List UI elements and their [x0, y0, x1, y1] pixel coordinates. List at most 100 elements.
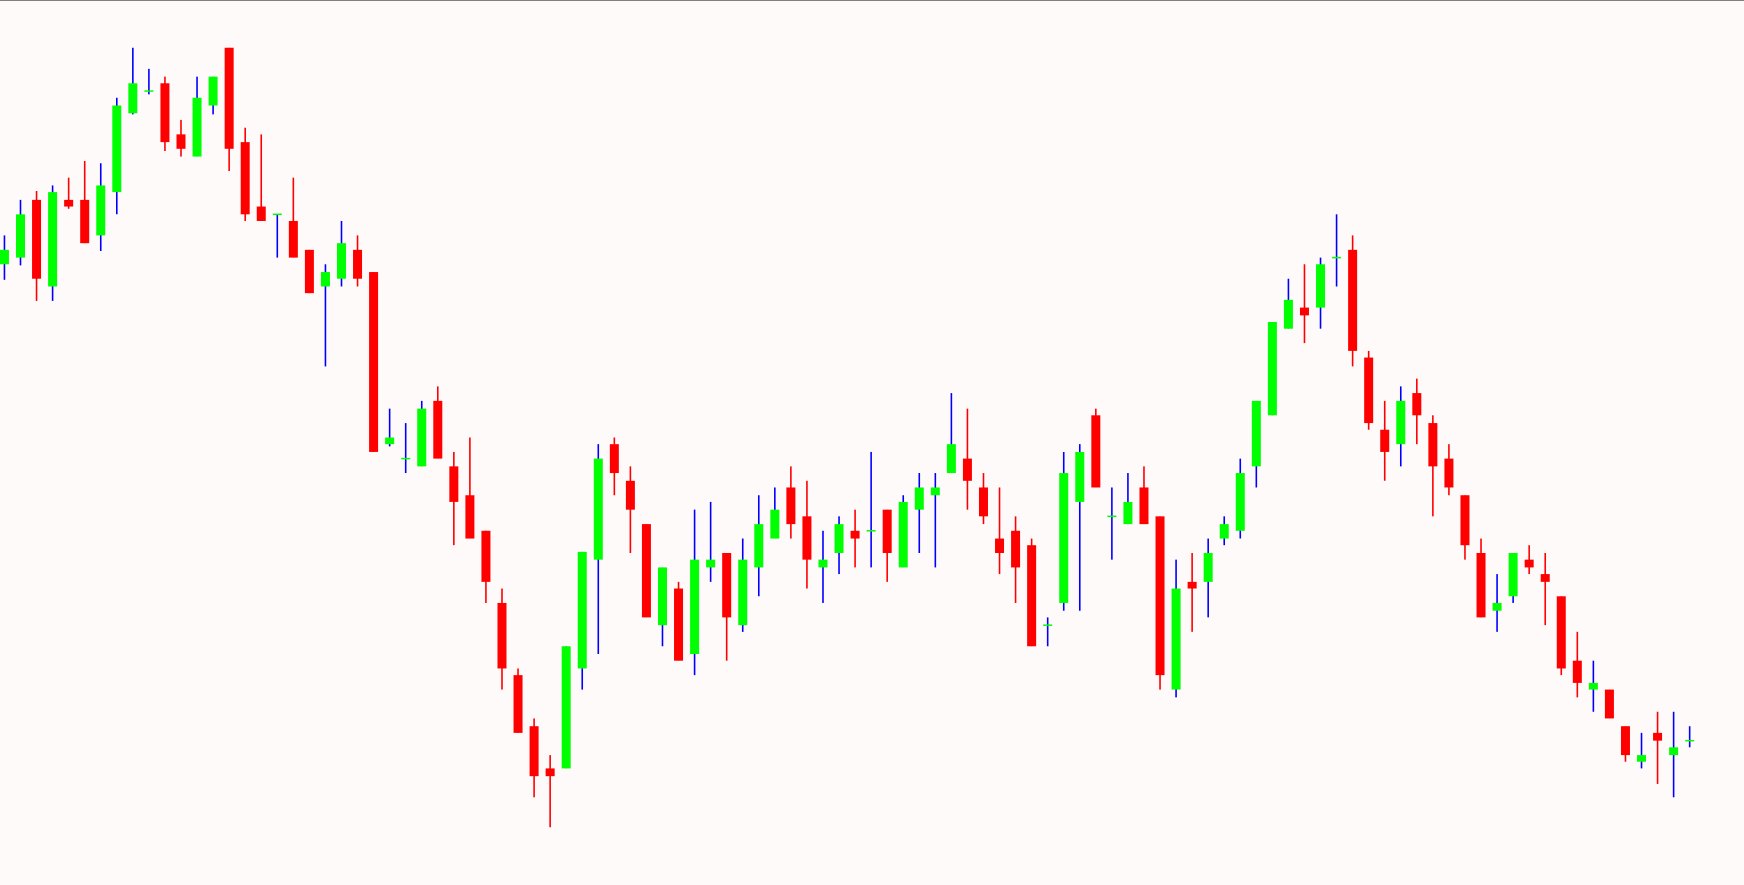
candle-body: [481, 530, 491, 582]
candle-body: [1219, 524, 1229, 539]
candle-body: [1572, 660, 1582, 683]
candle-body: [1316, 264, 1326, 308]
candle-body: [1091, 415, 1101, 488]
candle-body: [240, 142, 250, 215]
candle-body: [978, 487, 988, 517]
candle-body: [1187, 581, 1197, 589]
candle-body: [657, 567, 667, 626]
candle-body: [802, 516, 812, 560]
candle-body: [577, 551, 587, 669]
candle-body: [609, 444, 619, 474]
candle-body: [1444, 458, 1454, 488]
candle-body: [176, 134, 186, 149]
candle-body: [930, 487, 940, 496]
candle-body: [722, 552, 732, 618]
candle-body: [256, 206, 266, 221]
candle-body: [1364, 357, 1374, 424]
candle-body: [0, 249, 9, 265]
candle-body: [433, 400, 443, 459]
candle-body: [15, 214, 25, 258]
candle-body: [1075, 451, 1085, 502]
candle-body: [160, 83, 170, 143]
candle-body: [304, 249, 314, 294]
candle-body: [1235, 473, 1245, 531]
candle-body: [1460, 495, 1470, 546]
candle-body: [690, 559, 700, 655]
candle-body: [1669, 747, 1679, 756]
candle-body: [1123, 501, 1133, 525]
candle-body: [320, 272, 330, 287]
candle-body: [385, 437, 395, 445]
candle-body: [898, 501, 908, 568]
candle-body: [417, 408, 427, 467]
candle-body: [1540, 574, 1550, 582]
candle-body: [786, 487, 796, 525]
candle-body: [465, 495, 475, 539]
candle-body: [497, 602, 507, 669]
candle-body: [1604, 689, 1614, 719]
candle-body: [1620, 726, 1630, 756]
candle-body: [738, 559, 748, 626]
candle-body: [545, 768, 555, 777]
candle-body: [1492, 602, 1502, 611]
candle-body: [641, 524, 651, 618]
candle-body: [336, 243, 346, 279]
candle-body: [48, 192, 58, 287]
candle-body: [1508, 552, 1518, 597]
candle-body: [1556, 596, 1566, 669]
candle-body: [112, 105, 122, 193]
candle-body: [706, 559, 716, 568]
candle-body: [754, 524, 764, 568]
candle-body: [882, 509, 892, 553]
candle-body: [625, 480, 635, 510]
candle-body: [834, 524, 844, 553]
candle-body: [80, 199, 90, 244]
candle-body: [1348, 249, 1358, 351]
candle-body: [1524, 559, 1534, 568]
candle-body: [1283, 299, 1293, 329]
candle-body: [1396, 400, 1406, 445]
candle-body: [770, 509, 780, 539]
candle-body: [449, 466, 459, 502]
candle-body: [513, 675, 523, 733]
candle-body: [1155, 516, 1165, 676]
candle-body: [208, 76, 218, 106]
candle-body: [529, 726, 539, 777]
candle-body: [369, 272, 379, 452]
candle-body: [1267, 322, 1277, 416]
candle-body: [128, 83, 138, 114]
candle-body: [1139, 487, 1149, 525]
candle-body: [818, 559, 828, 568]
candle-body: [224, 47, 234, 149]
candle-body: [288, 220, 298, 258]
candle-body: [995, 538, 1005, 553]
candle-body: [1476, 552, 1486, 618]
candle-body: [1203, 552, 1213, 582]
candle-body: [561, 646, 571, 769]
candle-body: [1171, 588, 1181, 690]
candle-body: [1299, 307, 1309, 316]
candle-body: [1251, 400, 1261, 467]
candle-body: [1428, 423, 1438, 467]
candle-body: [914, 487, 924, 510]
candle-body: [674, 588, 684, 661]
candle-body: [1380, 429, 1390, 452]
candle-body: [1637, 755, 1647, 762]
candle-body: [1027, 545, 1037, 647]
candle-body: [850, 530, 860, 539]
candle-body: [32, 199, 42, 279]
candle-body: [353, 249, 363, 279]
candle-body: [1011, 530, 1021, 568]
candle-body: [192, 97, 202, 157]
candle-body: [593, 458, 603, 560]
candle-body: [96, 185, 106, 236]
candle-body: [1588, 682, 1598, 690]
candle-body: [946, 444, 956, 474]
candle-body: [1412, 393, 1422, 416]
candle-body: [1653, 732, 1663, 741]
candle-body: [64, 199, 74, 207]
candle-body: [962, 458, 972, 481]
